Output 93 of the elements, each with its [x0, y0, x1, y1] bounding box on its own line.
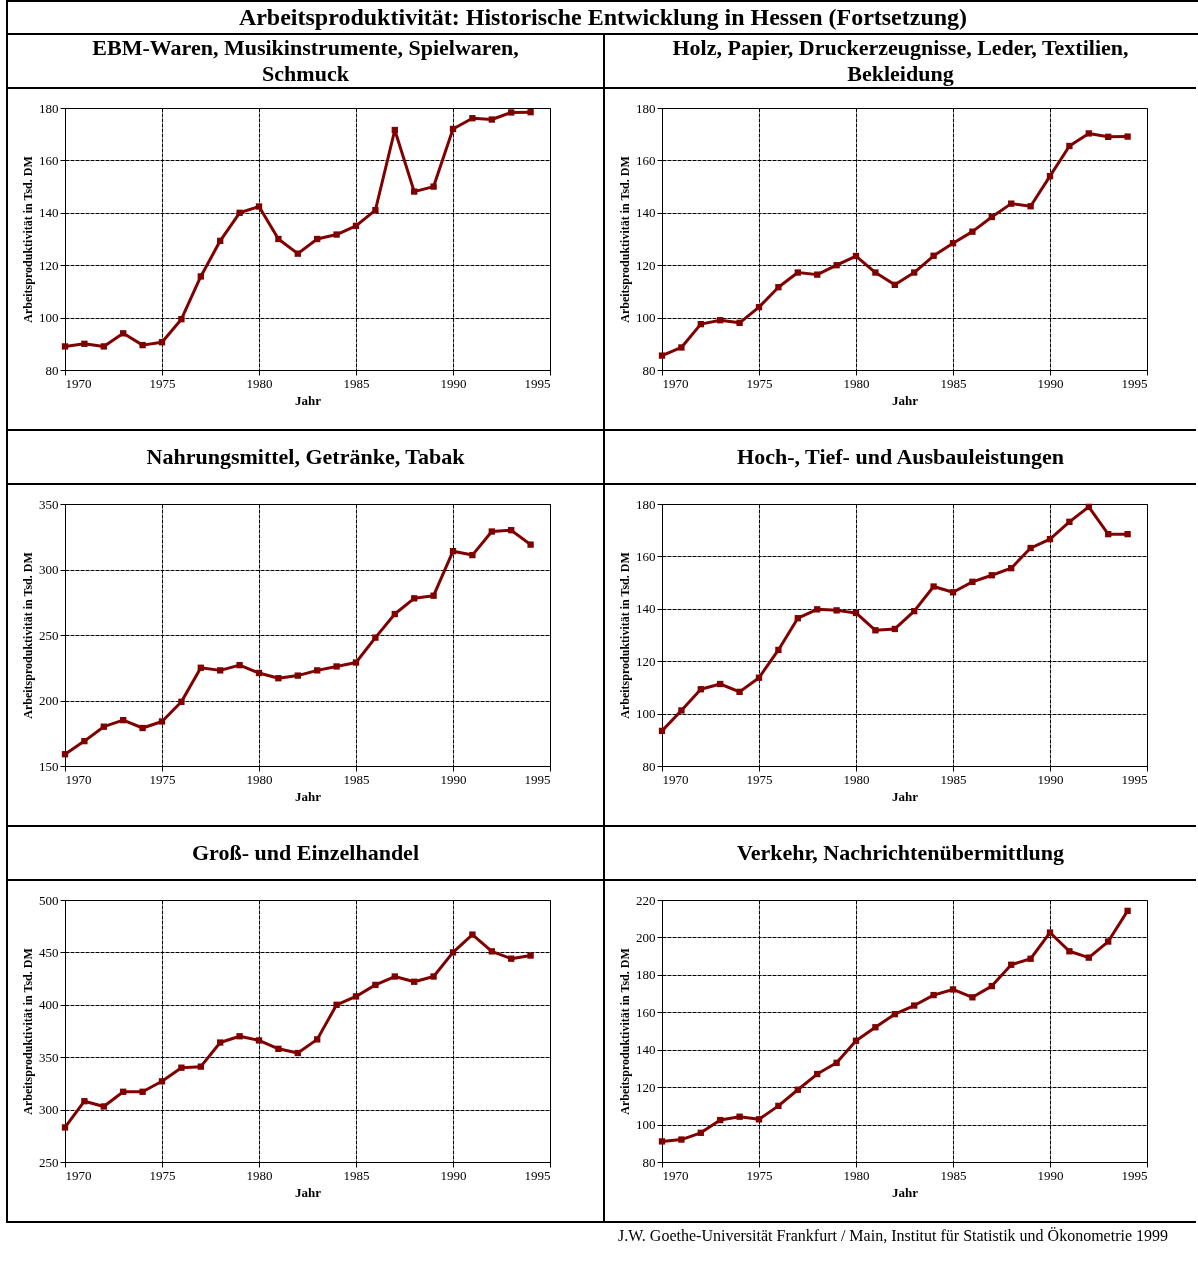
- y-axis-title: Arbeitsproduktivität in Tsd. DM: [21, 156, 35, 323]
- y-tick-label: 160: [636, 548, 656, 564]
- y-tick-label: 300: [39, 562, 59, 577]
- y-tick-label: 80: [642, 758, 656, 774]
- x-tick-label: 1985: [940, 771, 967, 787]
- y-tick-label: 80: [642, 362, 656, 378]
- chart-subtitle: EBM-Waren, Musikinstrumente, Spielwaren, Schmuck: [8, 35, 603, 89]
- x-tick-label: 1970: [65, 1167, 92, 1183]
- x-tick-label: 1975: [149, 771, 176, 787]
- y-tick-label: 100: [636, 310, 656, 326]
- y-tick-label: 160: [636, 1004, 656, 1020]
- y-axis-title: Arbeitsproduktivität in Tsd. DM: [618, 948, 632, 1115]
- y-tick-label: 120: [636, 1079, 656, 1095]
- chart-title: Verkehr, Nachrichtenübermittlung: [605, 827, 1196, 881]
- y-axis-title: Arbeitsproduktivität in Tsd. DM: [618, 552, 632, 719]
- chart-title: Holz, Papier, Druckerzeugnisse, Leder, Textilien, Bekleidung: [605, 35, 1196, 89]
- x-tick-label: 1995: [1121, 771, 1148, 787]
- y-tick-label: 100: [39, 310, 59, 326]
- y-tick-label: 300: [39, 1102, 59, 1118]
- y-tick-label: 150: [39, 758, 59, 774]
- x-tick-label: 1995: [524, 771, 551, 787]
- text: Arbeitsproduktivität: Historische Entwicklung in Hessen (Fortsetzung): [8, 2, 1198, 35]
- x-tick-label: 1985: [343, 771, 370, 787]
- y-axis-title: Arbeitsproduktivität in Tsd. DM: [21, 948, 35, 1115]
- y-tick-label: 80: [45, 362, 59, 378]
- x-tick-label: 1980: [246, 1167, 273, 1183]
- y-tick-label: 180: [39, 100, 59, 116]
- y-tick-label: 350: [39, 496, 59, 512]
- x-tick-label: 1990: [1037, 771, 1064, 787]
- y-tick-label: 140: [636, 205, 656, 221]
- x-tick-label: 1975: [746, 375, 773, 391]
- x-tick-label: 1985: [343, 1167, 370, 1183]
- y-tick-label: 100: [636, 706, 656, 722]
- chart-title: Groß- und Einzelhandel: [8, 827, 603, 881]
- x-tick-label: 1980: [246, 771, 273, 787]
- y-tick-label: 120: [636, 653, 656, 669]
- y-tick-label: 250: [39, 1154, 59, 1170]
- y-tick-label: 180: [636, 967, 656, 983]
- y-tick-label: 120: [39, 257, 59, 273]
- y-tick-label: 100: [636, 1117, 656, 1133]
- x-tick-label: 1985: [343, 375, 370, 391]
- y-tick-label: 140: [39, 205, 59, 221]
- x-tick-label: 1995: [524, 1167, 551, 1183]
- x-tick-label: 1970: [662, 1167, 689, 1183]
- y-tick-label: 350: [39, 1049, 59, 1065]
- x-axis-title: Jahr: [295, 392, 322, 408]
- y-tick-label: 200: [39, 693, 59, 708]
- y-tick-label: 500: [39, 892, 59, 908]
- y-tick-label: 80: [642, 1154, 656, 1170]
- y-tick-label: 250: [39, 627, 59, 643]
- y-tick-label: 180: [636, 100, 656, 116]
- x-tick-label: 1985: [940, 1167, 967, 1183]
- x-axis-title: Jahr: [892, 1184, 919, 1200]
- x-tick-label: 1980: [843, 1167, 870, 1183]
- x-tick-label: 1995: [524, 375, 551, 391]
- y-tick-label: 160: [39, 152, 59, 168]
- x-tick-label: 1995: [1121, 375, 1148, 391]
- x-axis-title: Jahr: [295, 788, 322, 804]
- x-tick-label: 1990: [440, 375, 467, 391]
- x-tick-label: 1975: [746, 1167, 773, 1183]
- x-tick-label: 1975: [149, 1167, 176, 1183]
- x-tick-label: 1985: [940, 375, 967, 391]
- x-axis-title: Jahr: [892, 788, 919, 804]
- x-tick-label: 1990: [440, 771, 467, 787]
- x-tick-label: 1970: [662, 771, 689, 787]
- y-tick-label: 140: [636, 601, 656, 617]
- x-tick-label: 1975: [746, 771, 773, 787]
- y-tick-label: 140: [636, 1042, 656, 1058]
- x-tick-label: 1990: [1037, 375, 1064, 391]
- chart-title: Nahrungsmittel, Getränke, Tabak: [8, 431, 603, 485]
- chart-title: Hoch-, Tief- und Ausbauleistungen: [605, 431, 1196, 485]
- x-tick-label: 1970: [65, 771, 92, 787]
- x-axis-title: Jahr: [295, 1184, 322, 1200]
- x-tick-label: 1970: [662, 375, 689, 391]
- text: J.W. Goethe-Universität Frankfurt / Main, Institut für Statistik und Ökonometrie 1999: [617, 1227, 1168, 1245]
- y-tick-label: 160: [636, 152, 656, 168]
- x-tick-label: 1990: [440, 1167, 467, 1183]
- x-tick-label: 1995: [1121, 1167, 1148, 1183]
- y-axis-title: Arbeitsproduktivität in Tsd. DM: [21, 552, 35, 719]
- y-axis-title: Arbeitsproduktivität in Tsd. DM: [618, 156, 632, 323]
- x-tick-label: 1980: [843, 771, 870, 787]
- y-tick-label: 120: [636, 257, 656, 273]
- x-tick-label: 1970: [65, 375, 92, 391]
- y-tick-label: 200: [636, 929, 656, 945]
- y-tick-label: 450: [39, 944, 59, 960]
- x-tick-label: 1975: [149, 375, 176, 391]
- y-tick-label: 400: [39, 997, 59, 1013]
- x-tick-label: 1980: [843, 375, 870, 391]
- x-tick-label: 1990: [1037, 1167, 1064, 1183]
- x-tick-label: 1980: [246, 375, 273, 391]
- y-tick-label: 180: [636, 496, 656, 512]
- x-axis-title: Jahr: [892, 392, 919, 408]
- y-tick-label: 220: [636, 892, 656, 908]
